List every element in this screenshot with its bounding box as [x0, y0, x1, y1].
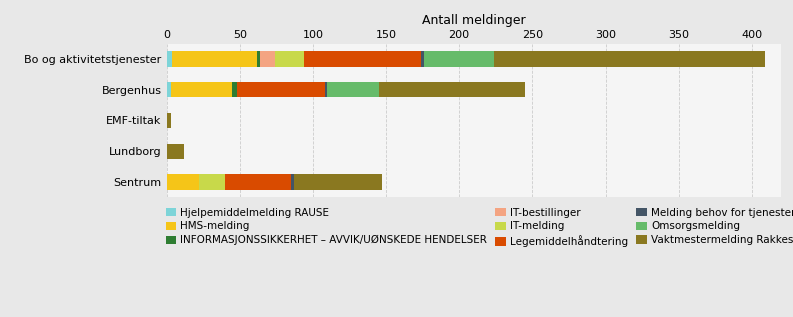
Legend: Hjelpemiddelmelding RAUSE, HMS-melding, INFORMASJONSSIKKERHET – AVVIK/UØNSKEDE H: Hjelpemiddelmelding RAUSE, HMS-melding, … [166, 208, 793, 247]
Bar [167, 144, 184, 159]
Bar [494, 51, 765, 67]
Bar [172, 51, 257, 67]
Bar [324, 82, 328, 97]
Bar [237, 82, 324, 97]
X-axis label: Antall meldinger: Antall meldinger [422, 14, 526, 27]
Bar [167, 174, 199, 190]
Bar [225, 174, 291, 190]
Bar [167, 82, 171, 97]
Bar [291, 174, 294, 190]
Bar [167, 51, 172, 67]
Bar [294, 174, 381, 190]
Bar [424, 51, 494, 67]
Bar [275, 51, 304, 67]
Bar [167, 113, 171, 128]
Bar [199, 174, 225, 190]
Bar [257, 51, 260, 67]
Bar [328, 82, 379, 97]
Bar [304, 51, 421, 67]
Bar [260, 51, 275, 67]
Bar [171, 82, 232, 97]
Bar [379, 82, 525, 97]
Bar [232, 82, 237, 97]
Bar [421, 51, 424, 67]
